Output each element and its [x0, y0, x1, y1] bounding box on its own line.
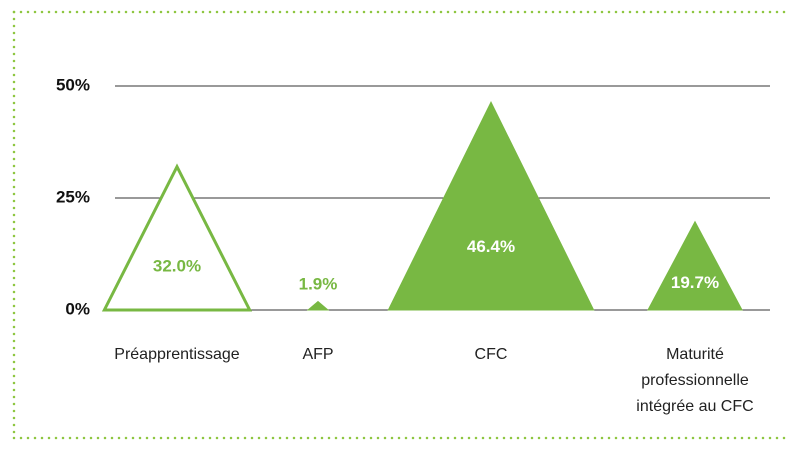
triangle [306, 300, 330, 311]
x-tick-label: CFC [474, 346, 508, 363]
value-label: 19.7% [671, 273, 719, 292]
triangle [101, 163, 253, 312]
value-label: 32.0% [153, 256, 201, 275]
y-tick-label: 0% [65, 299, 90, 318]
x-tick-label: AFP [302, 346, 334, 363]
x-tick-label: Maturité professionnelle intégrée au CFC [636, 346, 754, 415]
value-label: 46.4% [467, 237, 515, 256]
y-tick-label: 25% [56, 187, 90, 206]
triangle [647, 220, 743, 311]
frame [12, 10, 790, 440]
triangle [387, 100, 595, 311]
x-tick-label: Préapprentissage [114, 346, 240, 363]
y-tick-label: 50% [56, 75, 90, 94]
value-label: 1.9% [299, 274, 338, 293]
